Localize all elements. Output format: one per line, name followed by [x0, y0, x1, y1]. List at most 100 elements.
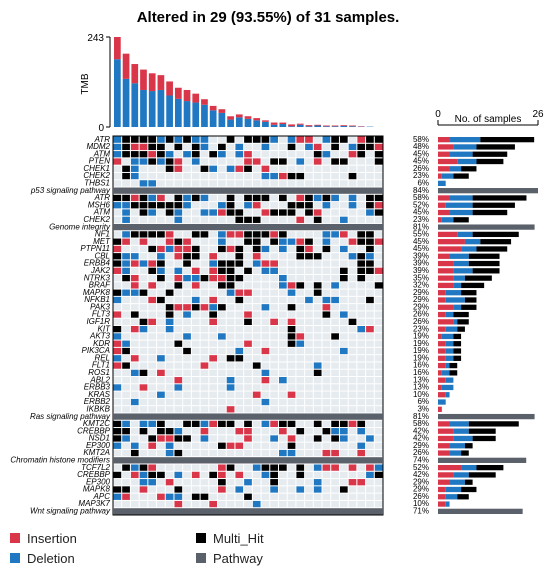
cell-empty	[148, 216, 157, 223]
cell-empty	[348, 267, 357, 274]
side-bar-insertion	[438, 144, 454, 150]
cell-empty	[218, 362, 226, 369]
cell-empty	[296, 151, 305, 158]
side-bar-deletion	[445, 486, 462, 493]
cell-empty	[348, 362, 357, 369]
cell-empty	[331, 326, 339, 333]
cell-multi-hit	[357, 238, 366, 245]
cell-empty	[252, 428, 261, 435]
cell-empty	[148, 253, 157, 260]
cell-multi-hit	[287, 326, 296, 333]
tmb-bar-deletion	[114, 59, 121, 127]
cell-multi-hit	[174, 282, 183, 289]
cell-empty	[139, 253, 148, 260]
cell-multi-hit	[305, 194, 313, 202]
cell-insertion	[261, 347, 270, 355]
cell-multi-hit	[130, 449, 139, 457]
cell-empty	[287, 384, 296, 391]
cell-empty	[348, 333, 357, 340]
side-bar-insertion	[438, 421, 450, 427]
cell-empty	[139, 311, 148, 318]
cell-multi-hit	[139, 231, 148, 238]
cell-multi-hit	[366, 296, 374, 304]
tmb-tick-label: 243	[87, 33, 104, 44]
cell-empty	[331, 377, 339, 384]
cell-insertion	[270, 260, 278, 267]
cell-deletion	[235, 143, 244, 151]
cell-insertion	[139, 143, 148, 151]
cell-empty	[122, 449, 130, 457]
cell-multi-hit	[287, 420, 296, 428]
cell-multi-hit	[357, 420, 366, 428]
cell-empty	[252, 384, 261, 391]
cell-empty	[252, 347, 261, 355]
cell-empty	[366, 158, 374, 165]
cell-empty	[130, 347, 139, 355]
cell-multi-hit	[357, 151, 366, 158]
cell-empty	[235, 384, 244, 391]
cell-empty	[130, 216, 139, 223]
altered-percent: 26%	[413, 317, 429, 326]
cell-empty	[113, 180, 122, 187]
side-bar-multi-hit	[480, 137, 535, 143]
cell-deletion	[261, 369, 270, 377]
tmb-bar-insertion	[166, 81, 173, 96]
cell-deletion	[139, 471, 148, 479]
gene-label: THBS1	[84, 179, 110, 188]
cell-empty	[331, 340, 339, 347]
cell-empty	[183, 282, 191, 289]
cell-empty	[313, 296, 322, 304]
side-bar-insertion	[438, 443, 450, 449]
cell-empty	[322, 267, 331, 274]
cell-deletion	[130, 464, 139, 471]
cell-multi-hit	[113, 486, 122, 493]
cell-multi-hit	[200, 165, 209, 172]
cell-empty	[287, 347, 296, 355]
cell-insertion	[218, 274, 226, 282]
cell-empty	[261, 333, 270, 340]
cell-empty	[113, 449, 122, 457]
cell-empty	[244, 377, 252, 384]
side-bar-deletion	[453, 319, 458, 325]
cell-empty	[244, 260, 252, 267]
cell-insertion	[278, 172, 287, 180]
cell-empty	[209, 172, 218, 180]
cell-empty	[374, 245, 383, 253]
cell-empty	[148, 377, 157, 384]
gene-label: MAPK8	[83, 485, 111, 494]
cell-empty	[287, 355, 296, 362]
cell-deletion	[322, 151, 331, 158]
cell-multi-hit	[148, 202, 157, 209]
cell-multi-hit	[339, 158, 348, 165]
altered-percent: 10%	[413, 390, 429, 399]
cell-empty	[261, 406, 270, 413]
tmb-bar-insertion	[218, 109, 226, 113]
cell-empty	[226, 304, 235, 311]
cell-multi-hit	[165, 136, 174, 143]
side-bar-deletion	[445, 341, 454, 347]
cell-deletion	[261, 398, 270, 406]
cell-empty	[305, 282, 313, 289]
cell-deletion	[322, 238, 331, 245]
cell-empty	[218, 172, 226, 180]
cell-empty	[339, 180, 348, 187]
cell-empty	[287, 194, 296, 202]
cell-empty	[322, 282, 331, 289]
cell-insertion	[113, 311, 122, 318]
cell-insertion	[209, 296, 218, 304]
cell-empty	[183, 180, 191, 187]
cell-empty	[113, 479, 122, 486]
cell-insertion	[278, 428, 287, 435]
cell-empty	[322, 274, 331, 282]
cell-multi-hit	[174, 486, 183, 493]
altered-percent: 29%	[413, 485, 429, 494]
cell-multi-hit	[287, 143, 296, 151]
legend-swatch-insertion	[10, 533, 20, 543]
side-bar-insertion	[438, 428, 454, 434]
pathway-bar	[113, 413, 383, 420]
cell-empty	[209, 238, 218, 245]
side-bar-multi-hit	[461, 290, 477, 296]
cell-insertion	[226, 231, 235, 238]
cell-insertion	[305, 136, 313, 143]
cell-deletion	[235, 151, 244, 158]
